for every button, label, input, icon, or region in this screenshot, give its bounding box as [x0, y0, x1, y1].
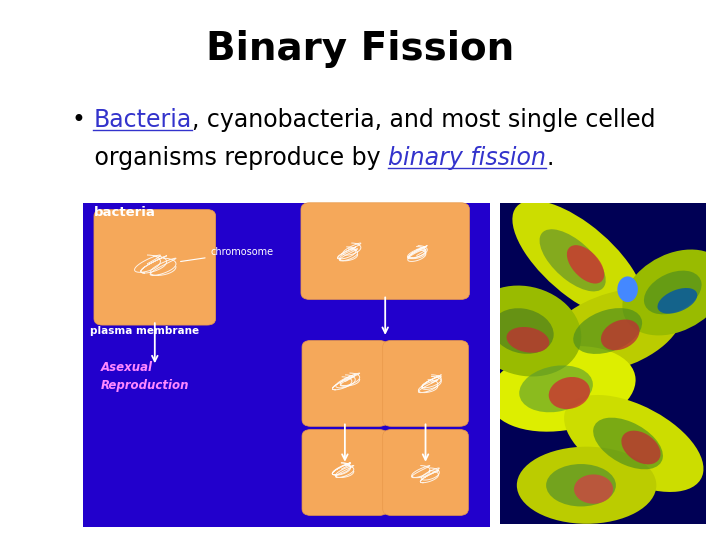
Ellipse shape	[539, 230, 606, 292]
Text: •: •	[72, 108, 94, 132]
Ellipse shape	[517, 447, 657, 524]
FancyBboxPatch shape	[301, 202, 469, 299]
Text: .: .	[546, 146, 554, 170]
Ellipse shape	[544, 288, 682, 374]
FancyBboxPatch shape	[302, 430, 387, 515]
FancyBboxPatch shape	[383, 341, 468, 427]
Ellipse shape	[573, 308, 642, 354]
FancyBboxPatch shape	[94, 210, 216, 325]
Ellipse shape	[601, 320, 639, 350]
Ellipse shape	[657, 288, 697, 314]
Ellipse shape	[621, 430, 660, 464]
Text: Asexual
Reproduction: Asexual Reproduction	[101, 361, 189, 392]
Text: binary fission: binary fission	[388, 146, 546, 170]
Text: organisms reproduce by: organisms reproduce by	[72, 146, 388, 170]
Ellipse shape	[513, 200, 644, 320]
FancyBboxPatch shape	[83, 202, 490, 526]
Ellipse shape	[488, 346, 636, 431]
Ellipse shape	[519, 366, 593, 412]
Ellipse shape	[507, 327, 549, 353]
Text: Binary Fission: Binary Fission	[206, 30, 514, 68]
Text: chromosome: chromosome	[181, 247, 274, 261]
Ellipse shape	[549, 377, 590, 409]
FancyBboxPatch shape	[383, 430, 468, 515]
Ellipse shape	[469, 286, 581, 376]
Ellipse shape	[574, 475, 613, 504]
FancyBboxPatch shape	[302, 341, 387, 427]
Text: , cyanobacteria, and most single celled: , cyanobacteria, and most single celled	[192, 108, 655, 132]
Ellipse shape	[622, 249, 720, 335]
Ellipse shape	[644, 271, 701, 314]
Ellipse shape	[492, 308, 554, 354]
Ellipse shape	[546, 464, 616, 507]
Ellipse shape	[617, 276, 638, 302]
Text: plasma membrane: plasma membrane	[90, 326, 199, 336]
Text: bacteria: bacteria	[94, 206, 156, 219]
Ellipse shape	[567, 245, 604, 284]
Ellipse shape	[564, 395, 703, 492]
Ellipse shape	[593, 417, 663, 469]
Text: Bacteria: Bacteria	[94, 108, 192, 132]
